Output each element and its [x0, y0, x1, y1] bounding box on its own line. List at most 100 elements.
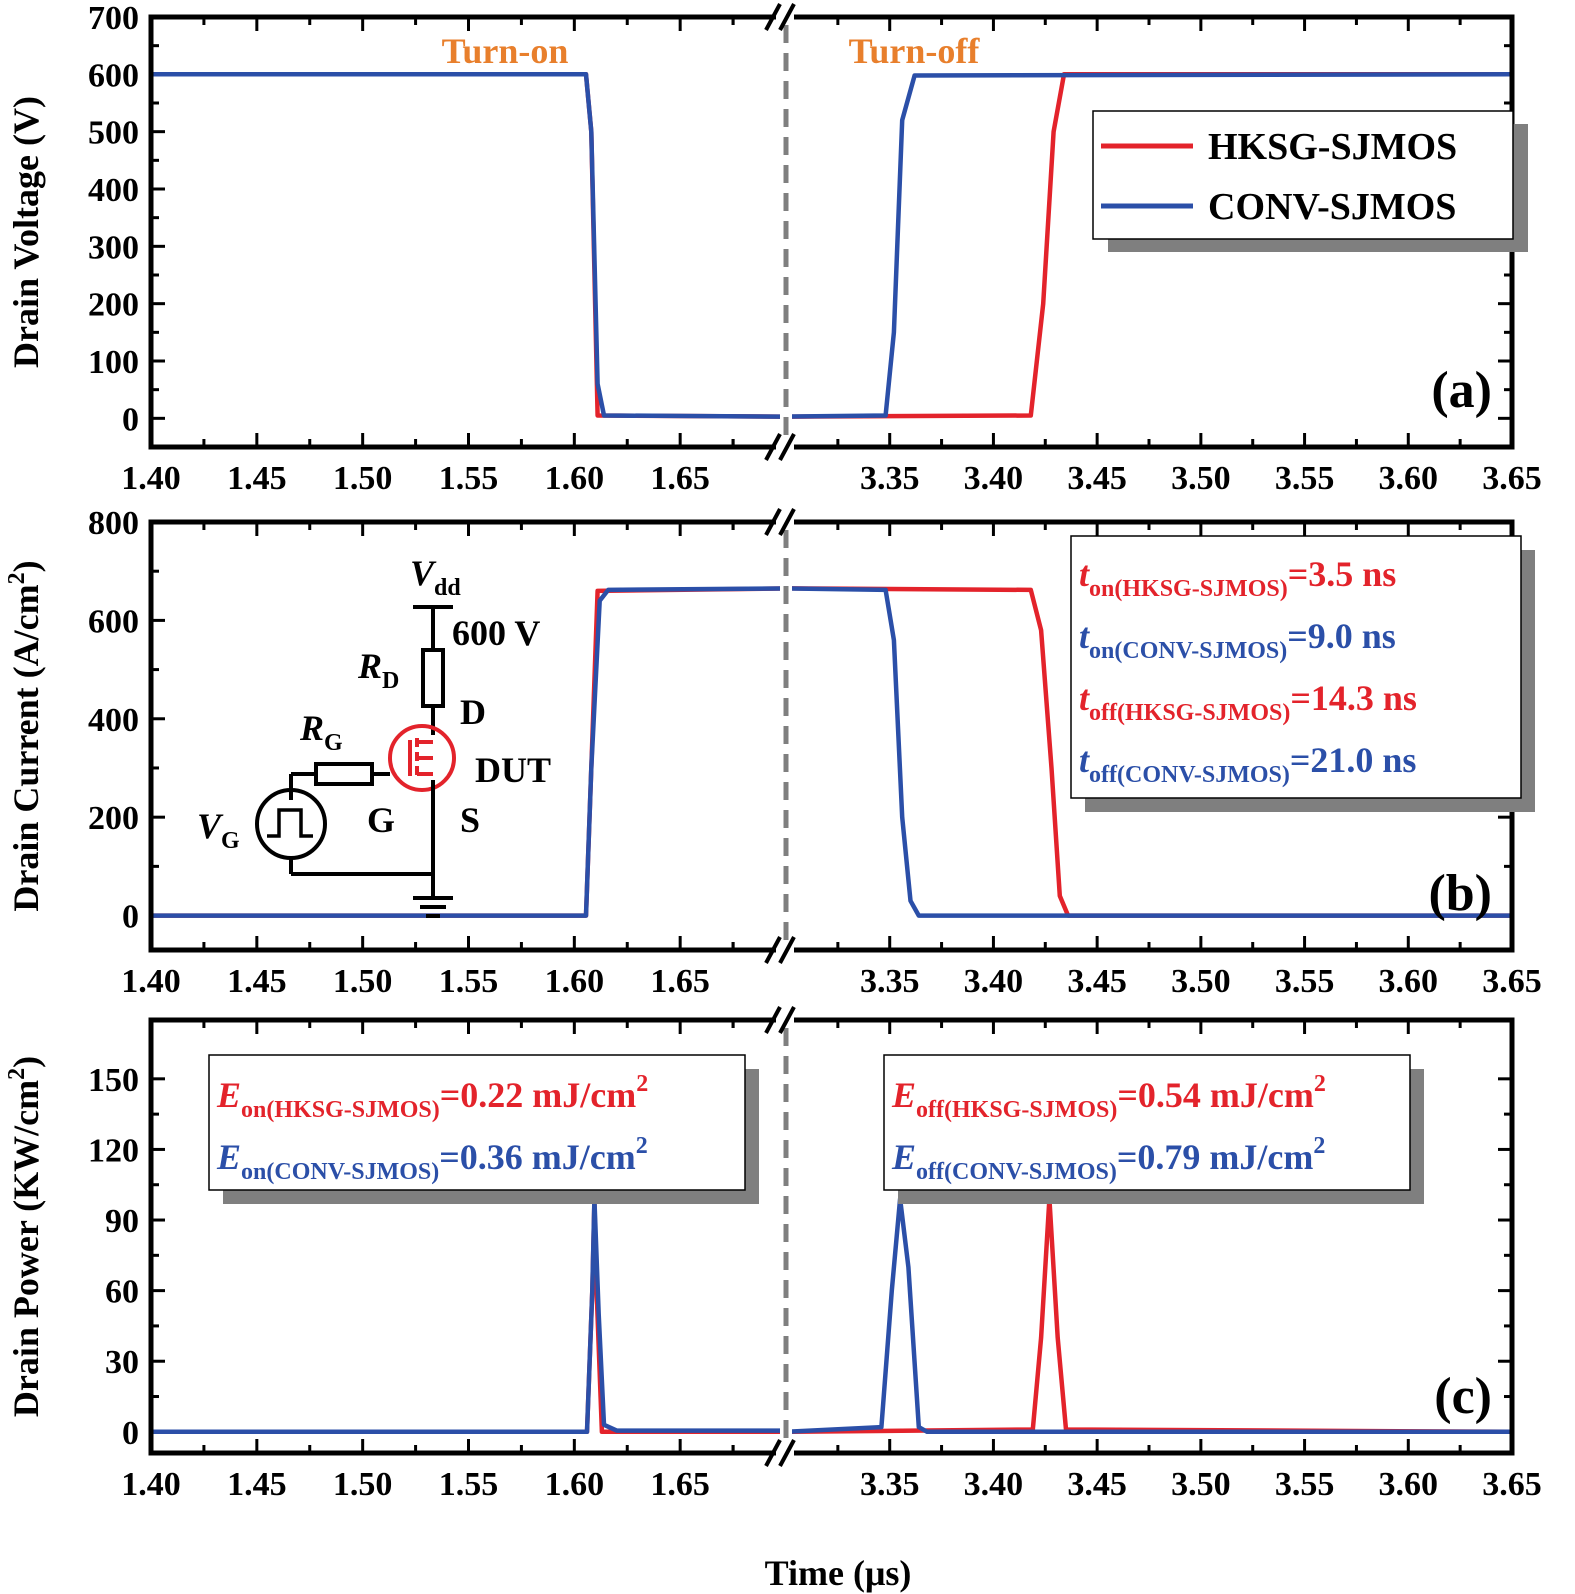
gate-label: G	[367, 800, 395, 840]
annotation-text: toff(HKSG-SJMOS)=14.3 ns	[1079, 678, 1417, 726]
break-mark	[764, 1439, 782, 1467]
y-tick-label: 60	[105, 1274, 139, 1311]
break-mark	[778, 936, 796, 964]
x-tick-label: 1.50	[333, 1466, 393, 1503]
series-line-hksg-sjmos	[151, 1198, 780, 1435]
y-tick-label: 600	[88, 603, 139, 640]
x-tick-label: 3.35	[860, 1466, 920, 1503]
x-tick-label: 3.45	[1067, 1466, 1127, 1503]
y-axis-label: Drain Current (A/cm2)	[4, 560, 46, 911]
break-mark	[778, 1439, 796, 1467]
legend-label: CONV-SJMOS	[1208, 186, 1456, 228]
x-tick-label: 1.45	[227, 460, 287, 497]
annotation-text: toff(CONV-SJMOS)=21.0 ns	[1079, 740, 1416, 788]
circuit-inset	[255, 605, 456, 918]
panel-a: 0 100 200 300 400 500 600 700 1.40 1.45 1.50 1.55 1.…	[6, 0, 1542, 497]
x-tick-label: 3.50	[1171, 1466, 1231, 1503]
y-tick-label: 600	[88, 57, 139, 94]
dut-symbol	[388, 724, 456, 792]
x-tick-label: 1.50	[333, 963, 393, 1000]
break-mark	[764, 433, 782, 461]
x-tick-label: 1.65	[650, 460, 710, 497]
y-tick-label: 0	[122, 899, 139, 936]
annotation-text: Eon(CONV-SJMOS)=0.36 mJ/cm2	[216, 1133, 648, 1185]
x-tick-label: 3.55	[1275, 1466, 1335, 1503]
plot-frame-left	[148, 519, 776, 953]
x-tick-label: 1.55	[439, 963, 499, 1000]
x-tick-label: 3.45	[1067, 460, 1127, 497]
y-tick-label: 400	[88, 702, 139, 739]
y-tick-label: 100	[88, 344, 139, 381]
x-tick-label: 3.55	[1275, 963, 1335, 1000]
legend: HKSG-SJMOS CONV-SJMOS	[1092, 110, 1528, 252]
x-tick-label: 3.40	[964, 1466, 1024, 1503]
x-tick-label: 3.35	[860, 460, 920, 497]
series-line-conv-sjmos	[792, 1196, 1512, 1435]
panel-b: 0 200 400 600 800 1.40 1.45 1.50 1.55 1.60 1.65 3.3…	[4, 505, 1542, 1000]
y-tick-label: 150	[88, 1062, 139, 1099]
x-tick-label: 3.60	[1379, 1466, 1439, 1503]
panel-label: (b)	[1428, 865, 1492, 922]
x-tick-label: 1.55	[439, 1466, 499, 1503]
x-tick-label: 3.35	[860, 963, 920, 1000]
y-axis-label: Drain Voltage (V)	[6, 96, 46, 368]
plot-frame-right	[794, 1017, 1515, 1456]
annotation-turn-off: Turn-off	[849, 31, 981, 71]
series-line-conv-sjmos	[151, 72, 780, 419]
break-mark	[764, 1006, 782, 1034]
break-mark	[764, 508, 782, 536]
vdd-label: Vdd	[410, 553, 461, 601]
series-line-hksg-sjmos	[151, 72, 780, 419]
x-tick-label: 3.55	[1275, 460, 1335, 497]
x-tick-label: 3.60	[1379, 460, 1439, 497]
x-tick-label: 1.60	[545, 460, 605, 497]
y-tick-label: 0	[122, 1415, 139, 1452]
annotation-text: Eoff(CONV-SJMOS)=0.79 mJ/cm2	[891, 1133, 1325, 1185]
x-tick-label: 1.45	[227, 1466, 287, 1503]
x-tick-label: 3.65	[1482, 460, 1542, 497]
break-mark	[764, 3, 782, 31]
plot-frame-left	[148, 1017, 776, 1456]
y-tick-label: 800	[88, 505, 139, 542]
x-tick-label: 1.40	[121, 963, 181, 1000]
annotation-text: Eoff(HKSG-SJMOS)=0.54 mJ/cm2	[891, 1071, 1326, 1123]
x-axis-title: Time (μs)	[765, 1553, 912, 1593]
x-tick-label: 3.40	[964, 460, 1024, 497]
y-axis-label: Drain Power (KW/cm2)	[4, 1056, 46, 1417]
vdd-value-label: 600 V	[452, 613, 540, 653]
series-line-conv-sjmos	[792, 72, 1512, 419]
rg-label: RG	[299, 708, 343, 756]
x-tick-label: 1.55	[439, 460, 499, 497]
plot-frame-left	[148, 14, 776, 450]
x-tick-label: 3.50	[1171, 460, 1231, 497]
legend-box	[1092, 110, 1514, 240]
break-mark	[778, 433, 796, 461]
annotation-text: ton(CONV-SJMOS)=9.0 ns	[1079, 616, 1396, 664]
timing-annotations: ton(HKSG-SJMOS)=3.5 ns ton(CONV-SJMOS)=9.…	[1070, 535, 1535, 812]
y-tick-label: 0	[122, 401, 139, 438]
series-line-conv-sjmos	[151, 586, 780, 918]
x-tick-label: 3.65	[1482, 963, 1542, 1000]
x-tick-label: 1.45	[227, 963, 287, 1000]
y-tick-label: 300	[88, 229, 139, 266]
break-mark	[764, 936, 782, 964]
x-tick-label: 3.60	[1379, 963, 1439, 1000]
annotation-text: Eon(HKSG-SJMOS)=0.22 mJ/cm2	[216, 1071, 648, 1123]
break-mark	[778, 508, 796, 536]
x-tick-label: 3.40	[964, 963, 1024, 1000]
annotation-turn-on: Turn-on	[442, 31, 569, 71]
annotation-text: ton(HKSG-SJMOS)=3.5 ns	[1079, 554, 1396, 602]
annotation-box	[883, 1054, 1411, 1191]
y-tick-label: 200	[88, 800, 139, 837]
annotation-box	[1070, 535, 1522, 799]
x-tick-label: 1.40	[121, 460, 181, 497]
x-tick-label: 3.50	[1171, 963, 1231, 1000]
energy-annotations-on: Eon(HKSG-SJMOS)=0.22 mJ/cm2 Eon(CONV-SJMO…	[208, 1054, 759, 1204]
series-line-conv-sjmos	[792, 586, 1512, 918]
legend-label: HKSG-SJMOS	[1208, 126, 1457, 168]
rg-resistor	[314, 762, 374, 786]
series-line-conv-sjmos	[151, 1196, 780, 1435]
panel-label: (c)	[1434, 1368, 1492, 1425]
x-tick-label: 1.60	[545, 1466, 605, 1503]
